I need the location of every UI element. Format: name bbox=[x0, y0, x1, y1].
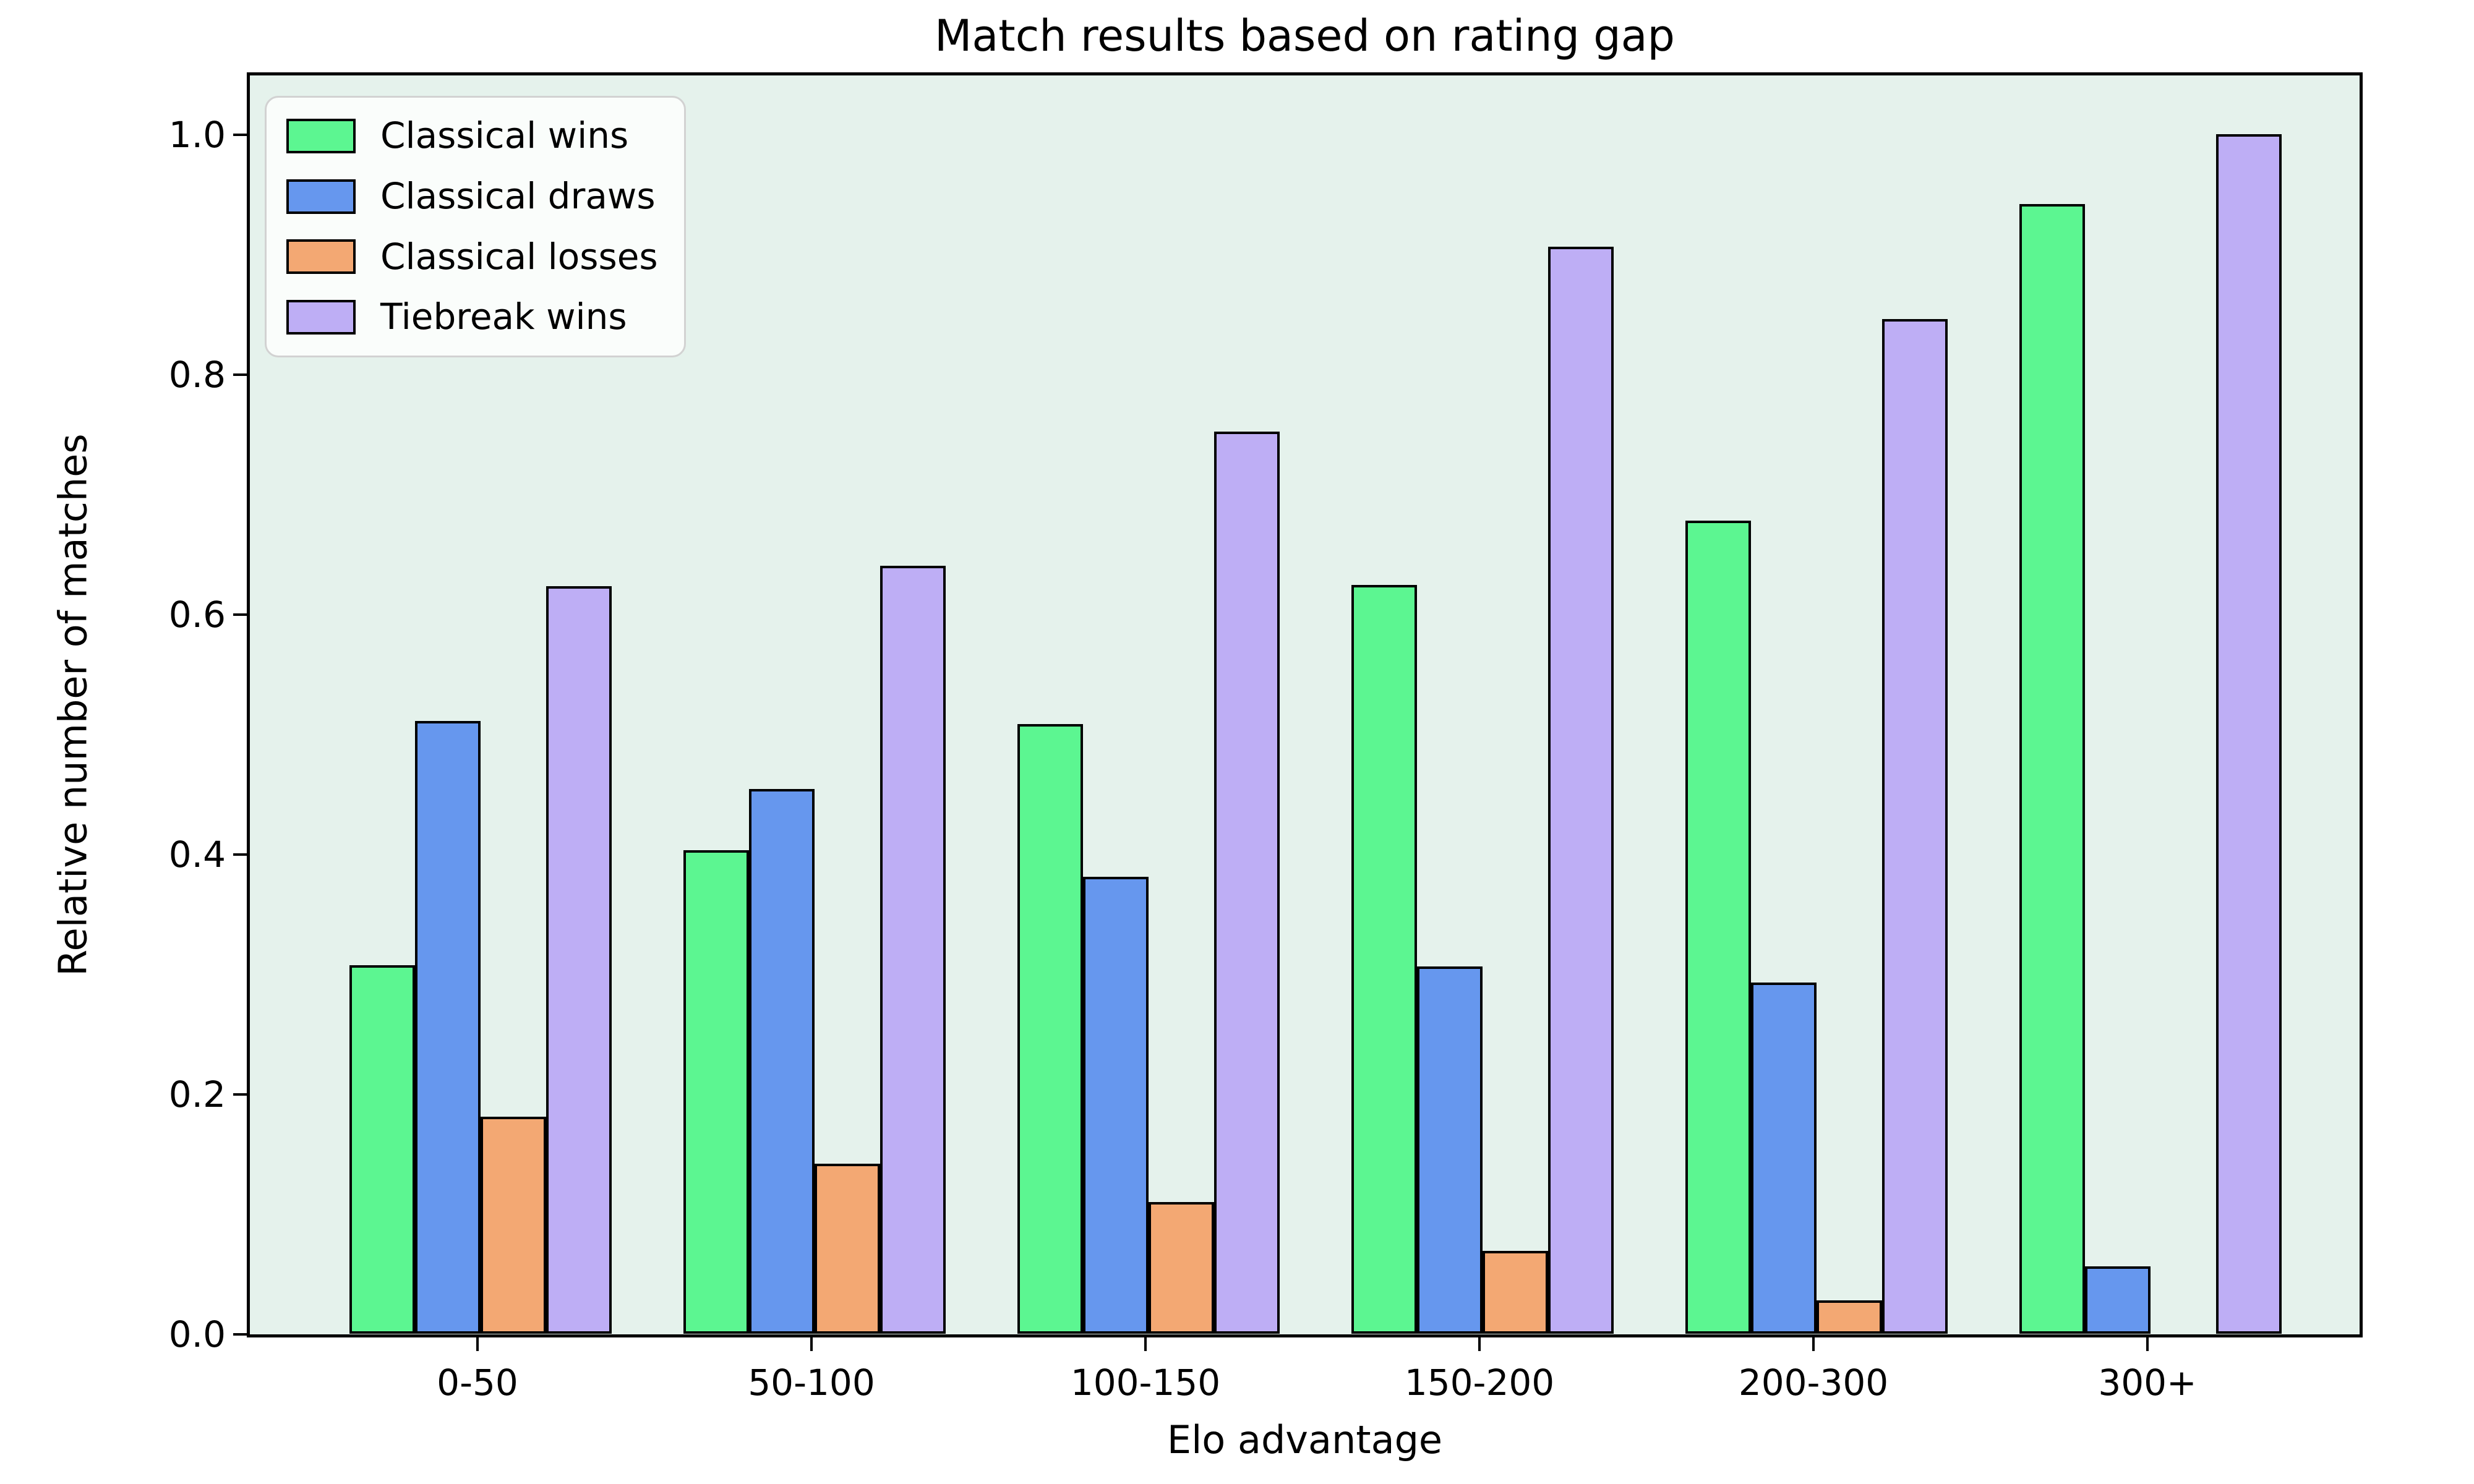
bar-classical-draws-0-50 bbox=[415, 721, 481, 1334]
x-tick-label-0-50: 0-50 bbox=[437, 1362, 518, 1404]
bar-tiebreak-wins-0-50 bbox=[546, 586, 612, 1334]
legend-label: Tiebreak wins bbox=[380, 296, 627, 338]
bar-classical-draws-200-300 bbox=[1751, 983, 1817, 1334]
bar-classical-wins-0-50 bbox=[349, 965, 415, 1334]
legend-item-classical-losses: Classical losses bbox=[286, 237, 658, 277]
chart-title: Match results based on rating gap bbox=[935, 11, 1675, 61]
legend-label: Classical wins bbox=[380, 114, 629, 156]
bar-classical-draws-100-150 bbox=[1083, 877, 1149, 1334]
y-tick-mark-1.0 bbox=[233, 134, 247, 136]
x-tick-label-150-200: 150-200 bbox=[1404, 1362, 1555, 1404]
bar-classical-draws-300+ bbox=[2085, 1266, 2151, 1334]
legend: Classical wins Classical draws Classical l… bbox=[265, 96, 686, 358]
y-tick-label-0.6: 0.6 bbox=[168, 594, 226, 636]
y-tick-label-0.8: 0.8 bbox=[168, 354, 226, 396]
legend-item-classical-draws: Classical draws bbox=[286, 174, 658, 217]
x-tick-label-200-300: 200-300 bbox=[1738, 1362, 1889, 1404]
x-axis-label: Elo advantage bbox=[1166, 1417, 1443, 1462]
y-tick-mark-0.4 bbox=[233, 853, 247, 856]
x-tick-mark-100-150 bbox=[1144, 1337, 1147, 1351]
bar-classical-losses-100-150 bbox=[1149, 1202, 1214, 1334]
x-tick-label-300+: 300+ bbox=[2098, 1362, 2197, 1404]
legend-label: Classical draws bbox=[380, 174, 656, 217]
bar-tiebreak-wins-150-200 bbox=[1548, 247, 1614, 1334]
y-tick-label-0.0: 0.0 bbox=[168, 1313, 226, 1355]
x-tick-label-50-100: 50-100 bbox=[748, 1362, 875, 1404]
y-tick-mark-0.0 bbox=[233, 1333, 247, 1336]
bar-classical-wins-300+ bbox=[2019, 204, 2085, 1334]
plot-area bbox=[247, 72, 2363, 1337]
bar-tiebreak-wins-100-150 bbox=[1214, 432, 1280, 1334]
bar-tiebreak-wins-50-100 bbox=[880, 566, 946, 1334]
y-tick-mark-0.2 bbox=[233, 1093, 247, 1096]
y-tick-mark-0.8 bbox=[233, 373, 247, 376]
bar-classical-draws-150-200 bbox=[1417, 966, 1483, 1334]
legend-swatch-icon bbox=[286, 300, 356, 335]
bar-classical-wins-150-200 bbox=[1351, 585, 1417, 1334]
bar-tiebreak-wins-300+ bbox=[2216, 134, 2282, 1334]
x-tick-label-100-150: 100-150 bbox=[1070, 1362, 1221, 1404]
bar-classical-draws-50-100 bbox=[749, 789, 815, 1334]
x-tick-mark-50-100 bbox=[810, 1337, 813, 1351]
legend-swatch-icon bbox=[286, 179, 356, 214]
y-tick-label-0.4: 0.4 bbox=[168, 834, 226, 876]
legend-swatch-icon bbox=[286, 239, 356, 275]
bar-tiebreak-wins-200-300 bbox=[1882, 319, 1948, 1334]
y-tick-label-0.2: 0.2 bbox=[168, 1073, 226, 1115]
bar-classical-wins-200-300 bbox=[1685, 521, 1751, 1334]
bar-classical-losses-0-50 bbox=[481, 1117, 546, 1334]
bar-classical-wins-50-100 bbox=[683, 850, 749, 1334]
bar-classical-losses-200-300 bbox=[1817, 1300, 1882, 1334]
legend-item-classical-wins: Classical wins bbox=[286, 116, 658, 156]
y-tick-label-1.0: 1.0 bbox=[168, 114, 226, 156]
bar-classical-losses-150-200 bbox=[1483, 1251, 1548, 1334]
x-tick-mark-200-300 bbox=[1812, 1337, 1815, 1351]
x-tick-mark-150-200 bbox=[1478, 1337, 1481, 1351]
legend-item-tiebreak-wins: Tiebreak wins bbox=[286, 297, 658, 337]
x-tick-mark-300+ bbox=[2146, 1337, 2149, 1351]
bar-classical-losses-50-100 bbox=[815, 1164, 880, 1334]
x-tick-mark-0-50 bbox=[476, 1337, 479, 1351]
y-tick-mark-0.6 bbox=[233, 613, 247, 616]
legend-label: Classical losses bbox=[380, 235, 658, 278]
bar-classical-wins-100-150 bbox=[1017, 724, 1083, 1334]
y-axis-label: Relative number of matches bbox=[50, 433, 96, 976]
legend-swatch-icon bbox=[286, 118, 356, 153]
